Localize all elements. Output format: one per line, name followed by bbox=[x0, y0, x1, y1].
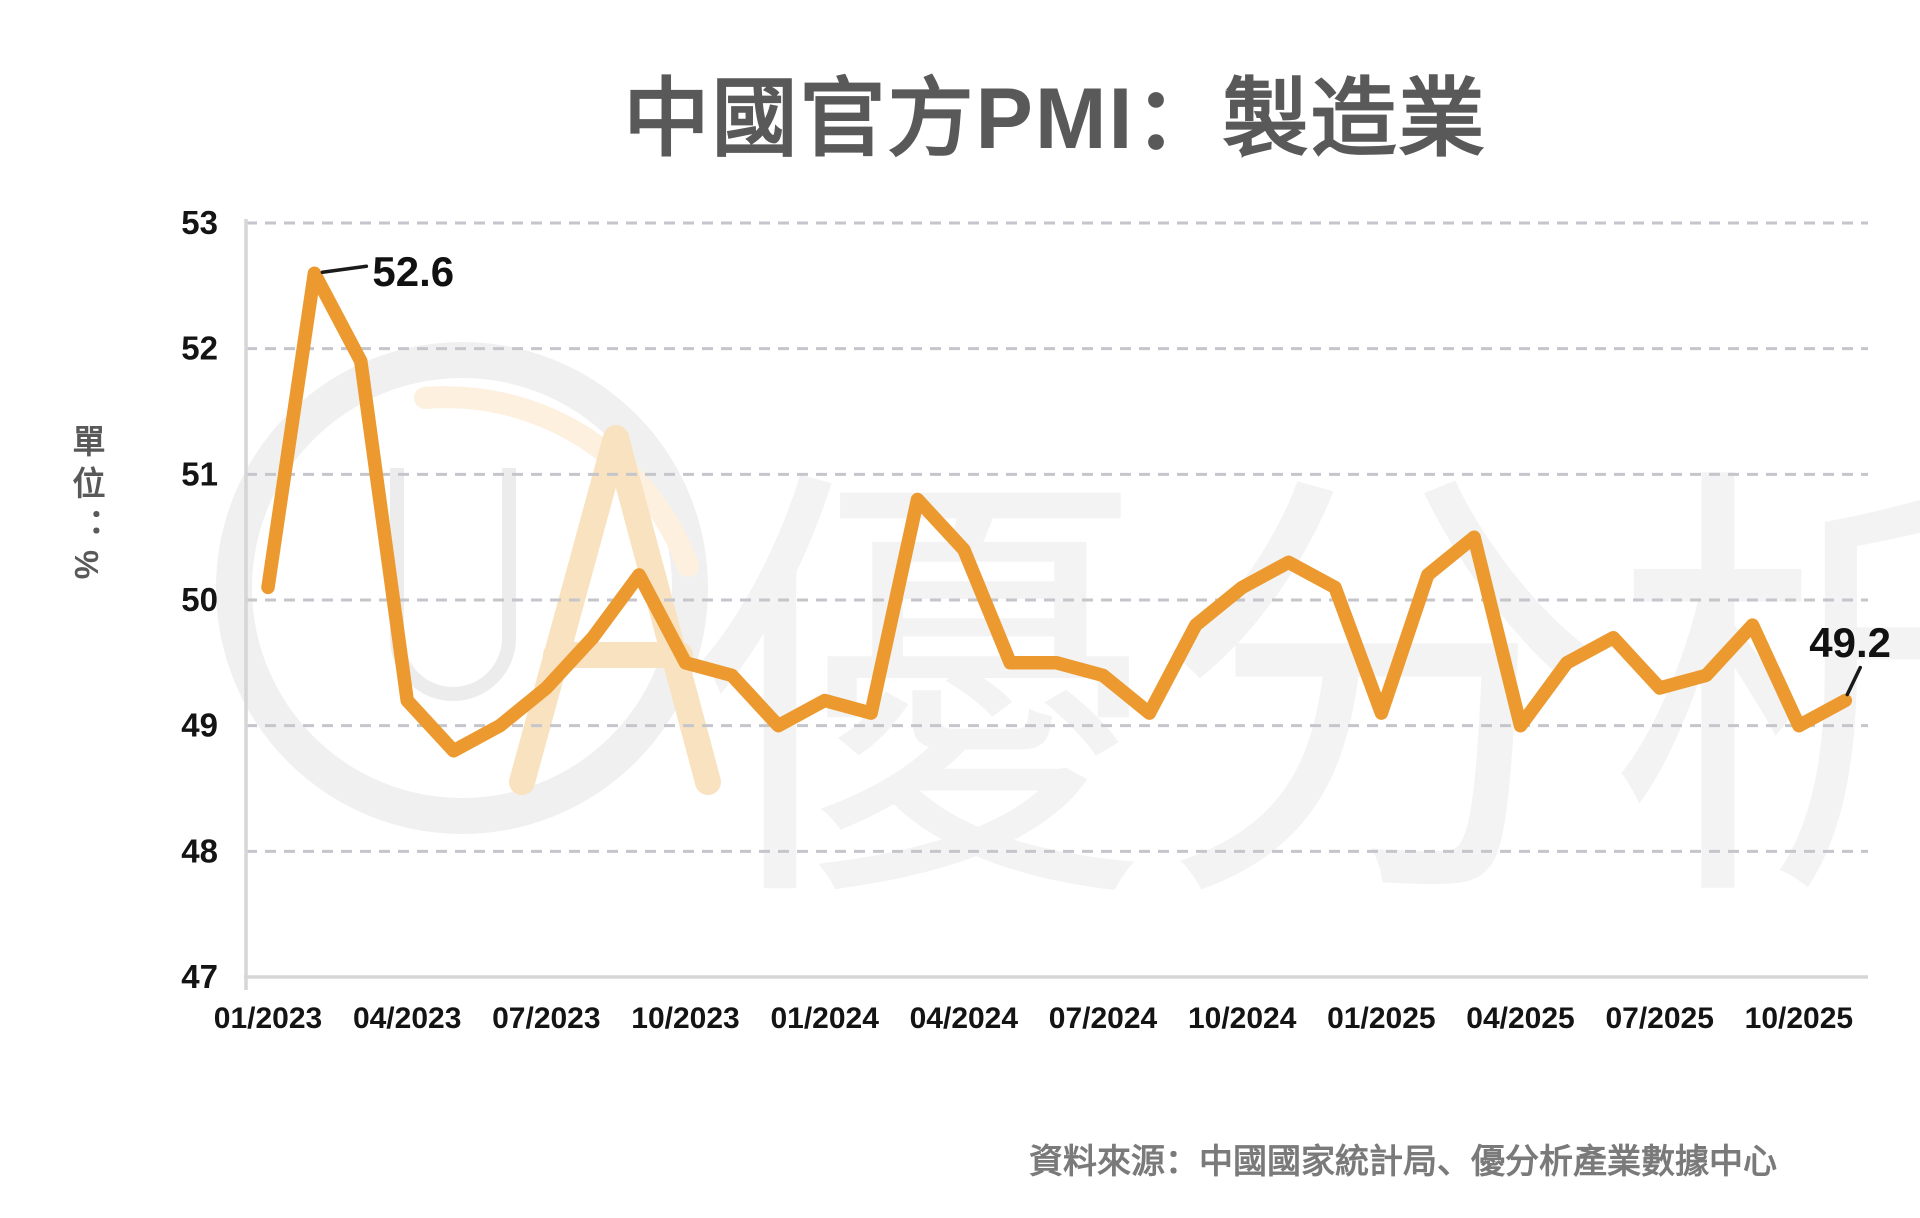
x-tick-label-10-2023: 10/2023 bbox=[631, 1002, 739, 1035]
x-tick-label-07-2025: 07/2025 bbox=[1605, 1002, 1713, 1035]
watermark-ring-icon bbox=[216, 342, 708, 834]
y-tick-label-47: 47 bbox=[181, 958, 218, 995]
watermark-letter-u-icon bbox=[390, 468, 516, 701]
y-tick-label-52: 52 bbox=[181, 330, 218, 367]
x-tick-label-01-2025: 01/2025 bbox=[1327, 1002, 1435, 1035]
annotation-callout-lines bbox=[320, 264, 1863, 697]
y-tick-label-49: 49 bbox=[181, 707, 218, 744]
pmi-series-line bbox=[261, 266, 1853, 758]
brand-watermark: 優分析 bbox=[216, 342, 1920, 948]
annotation-latest-value: 49.2 bbox=[1809, 618, 1891, 666]
data-series bbox=[261, 266, 1853, 758]
chart-title: 中國官方PMI：製造業 bbox=[623, 71, 1487, 167]
y-tick-label-51: 51 bbox=[181, 455, 218, 492]
x-tick-label-07-2023: 07/2023 bbox=[492, 1002, 600, 1035]
y-tick-label-53: 53 bbox=[181, 204, 218, 241]
y-axis-title: 單位：% bbox=[68, 424, 105, 589]
tick-labels: 53 52 51 50 49 48 47 01/2023 04/2023 07/2023 10/20… bbox=[181, 204, 1853, 1035]
x-tick-label-04-2024: 04/2024 bbox=[910, 1002, 1019, 1035]
gridlines bbox=[246, 221, 1868, 853]
y-tick-label-50: 50 bbox=[181, 581, 218, 618]
x-tick-label-01-2024: 01/2024 bbox=[770, 1002, 879, 1035]
x-tick-label-04-2023: 04/2023 bbox=[353, 1002, 461, 1035]
source-note: 資料來源：中國國家統計局、優分析產業數據中心 bbox=[1029, 1143, 1777, 1181]
x-tick-label-07-2024: 07/2024 bbox=[1049, 1002, 1158, 1035]
annotation-peak-value: 52.6 bbox=[372, 248, 455, 296]
watermark-brand-text: 優分析 bbox=[695, 443, 1920, 948]
y-tick-label-48: 48 bbox=[181, 832, 218, 869]
callout-line-latest bbox=[1845, 665, 1863, 697]
x-tick-label-01-2023: 01/2023 bbox=[214, 1002, 322, 1035]
watermark-swoosh-icon bbox=[414, 386, 699, 577]
x-tick-label-10-2025: 10/2025 bbox=[1745, 1002, 1853, 1035]
axes bbox=[244, 219, 1868, 990]
x-tick-label-04-2025: 04/2025 bbox=[1466, 1002, 1574, 1035]
callout-line-peak bbox=[320, 264, 369, 275]
x-tick-label-10-2024: 10/2024 bbox=[1188, 1002, 1297, 1035]
